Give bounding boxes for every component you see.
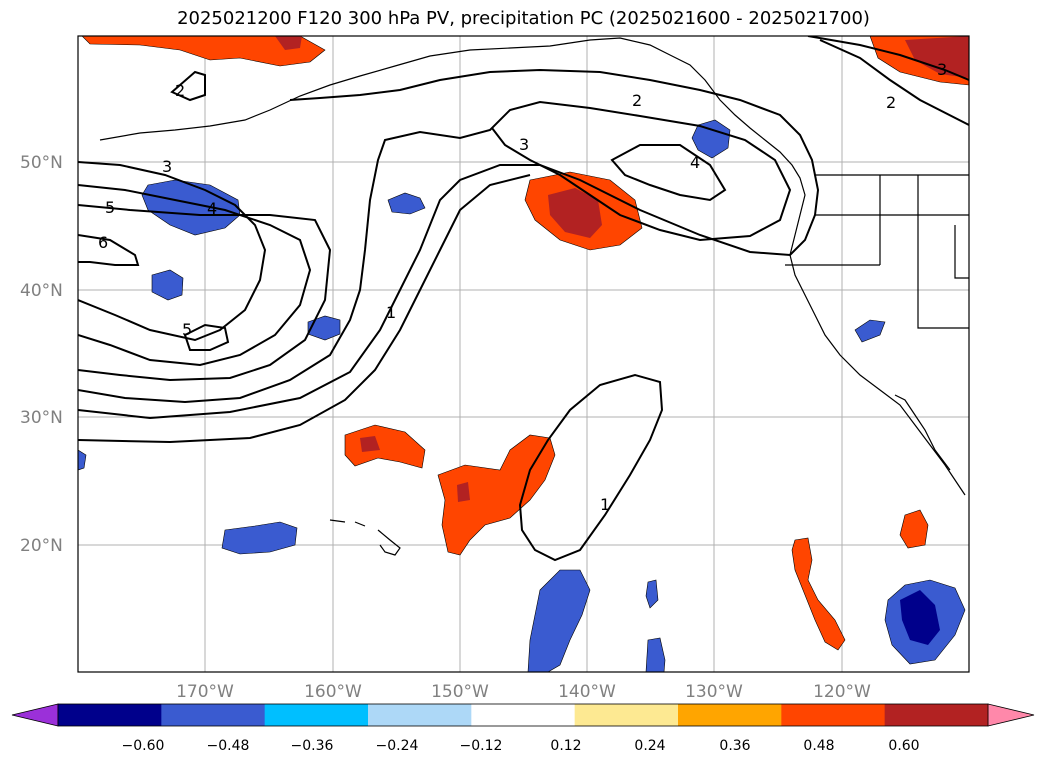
colorbar-segment xyxy=(678,704,782,726)
svg-text:20°N: 20°N xyxy=(20,536,63,556)
colorbar-tick-label: 0.60 xyxy=(888,738,919,754)
svg-text:5: 5 xyxy=(105,198,115,217)
colorbar: −0.60 −0.48 −0.36 −0.24 −0.12 0.12 0.24 … xyxy=(11,703,1035,754)
svg-text:1: 1 xyxy=(600,495,610,514)
svg-text:170°W: 170°W xyxy=(176,682,234,702)
colorbar-tick-label: −0.48 xyxy=(207,738,250,754)
colorbar-segment xyxy=(58,704,162,726)
svg-text:2: 2 xyxy=(632,91,642,110)
svg-text:130°W: 130°W xyxy=(685,682,743,702)
colorbar-tick-label: 0.24 xyxy=(634,738,665,754)
colorbar-left-extension xyxy=(11,703,59,727)
svg-text:140°W: 140°W xyxy=(558,682,616,702)
map-background xyxy=(78,36,969,672)
colorbar-segment xyxy=(368,704,472,726)
longitude-labels: 170°W 160°W 150°W 140°W 130°W 120°W xyxy=(176,682,871,702)
colorbar-tick-label: 0.48 xyxy=(803,738,834,754)
svg-text:150°W: 150°W xyxy=(431,682,489,702)
map-frame xyxy=(77,35,970,673)
colorbar-tick-label: −0.24 xyxy=(376,738,419,754)
svg-text:120°W: 120°W xyxy=(813,682,871,702)
map-title: 2025021200 F120 300 hPa PV, precipitatio… xyxy=(177,8,870,29)
svg-text:4: 4 xyxy=(690,153,700,172)
colorbar-segment xyxy=(574,704,679,726)
svg-text:160°W: 160°W xyxy=(304,682,362,702)
colorbar-segment xyxy=(264,704,369,726)
svg-text:6: 6 xyxy=(98,233,108,252)
svg-text:30°N: 30°N xyxy=(20,408,63,428)
colorbar-tick-label: 0.36 xyxy=(719,738,750,754)
colorbar-segment xyxy=(161,704,266,726)
contour-labels: 2 3 5 4 6 5 1 3 2 4 2 3 1 xyxy=(98,60,947,514)
colorbar-tick-label: 0.12 xyxy=(550,738,581,754)
svg-text:50°N: 50°N xyxy=(20,153,63,173)
colorbar-segment xyxy=(471,704,576,726)
colorbar-tick-label: −0.36 xyxy=(291,738,334,754)
coastlines xyxy=(99,37,969,556)
colorbar-tick-label: −0.12 xyxy=(460,738,503,754)
svg-text:5: 5 xyxy=(182,320,192,339)
svg-text:2: 2 xyxy=(175,81,185,100)
pv-contours xyxy=(78,36,969,562)
colorbar-tick-label: −0.60 xyxy=(122,738,165,754)
colorbar-segment xyxy=(884,704,989,726)
svg-text:3: 3 xyxy=(937,60,947,79)
svg-text:3: 3 xyxy=(519,135,529,154)
svg-text:3: 3 xyxy=(162,157,172,176)
svg-text:2: 2 xyxy=(886,93,896,112)
svg-text:1: 1 xyxy=(386,303,396,322)
precip-anomaly-fields xyxy=(78,36,969,672)
colorbar-right-extension xyxy=(987,703,1035,727)
colorbar-segment xyxy=(781,704,886,726)
svg-text:4: 4 xyxy=(207,199,217,218)
svg-text:40°N: 40°N xyxy=(20,281,63,301)
latitude-labels: 50°N 40°N 30°N 20°N xyxy=(20,153,63,556)
